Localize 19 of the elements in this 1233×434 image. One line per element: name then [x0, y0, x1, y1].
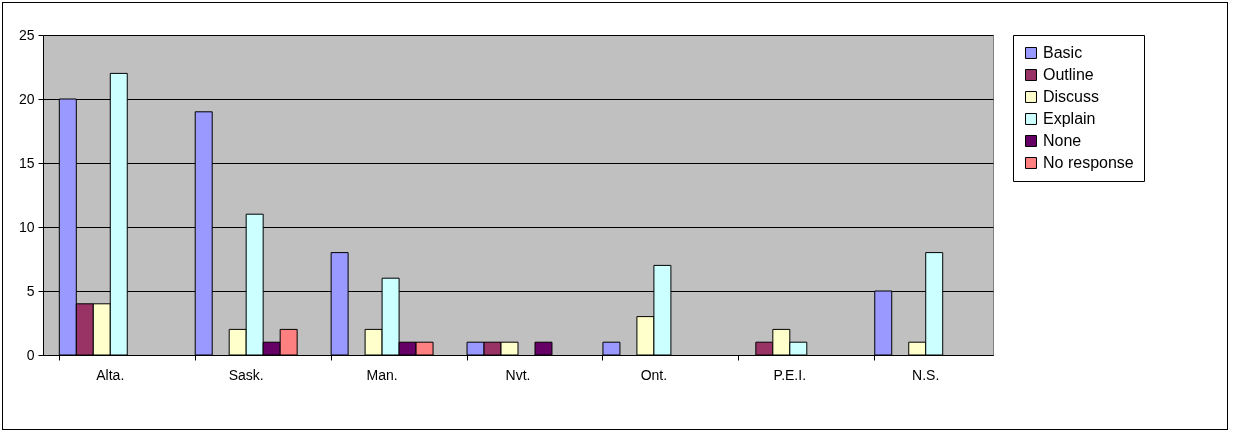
legend-label: Outline	[1043, 66, 1094, 83]
x-tick-label: Sask.	[228, 366, 264, 383]
y-tick-label: 15	[18, 154, 35, 171]
x-tick-label: Alta.	[96, 366, 125, 383]
x-tick-label: N.S.	[912, 366, 940, 383]
legend-label: None	[1043, 132, 1082, 149]
legend-label: Explain	[1043, 110, 1096, 127]
x-tick-label: Ont.	[640, 366, 668, 383]
y-tick-label: 0	[26, 346, 35, 363]
y-tick-label: 25	[18, 26, 35, 43]
y-tick-label: 5	[26, 282, 35, 299]
legend-label: Basic	[1043, 44, 1083, 61]
legend-label: No response	[1043, 154, 1134, 171]
x-tick-label: Man.	[366, 366, 398, 383]
y-tick-label: 10	[18, 218, 35, 235]
x-tick-label: P.E.I.	[773, 366, 807, 383]
legend-label: Discuss	[1043, 88, 1100, 105]
y-tick-label: 20	[18, 90, 35, 107]
x-tick-label: Nvt.	[505, 366, 531, 383]
